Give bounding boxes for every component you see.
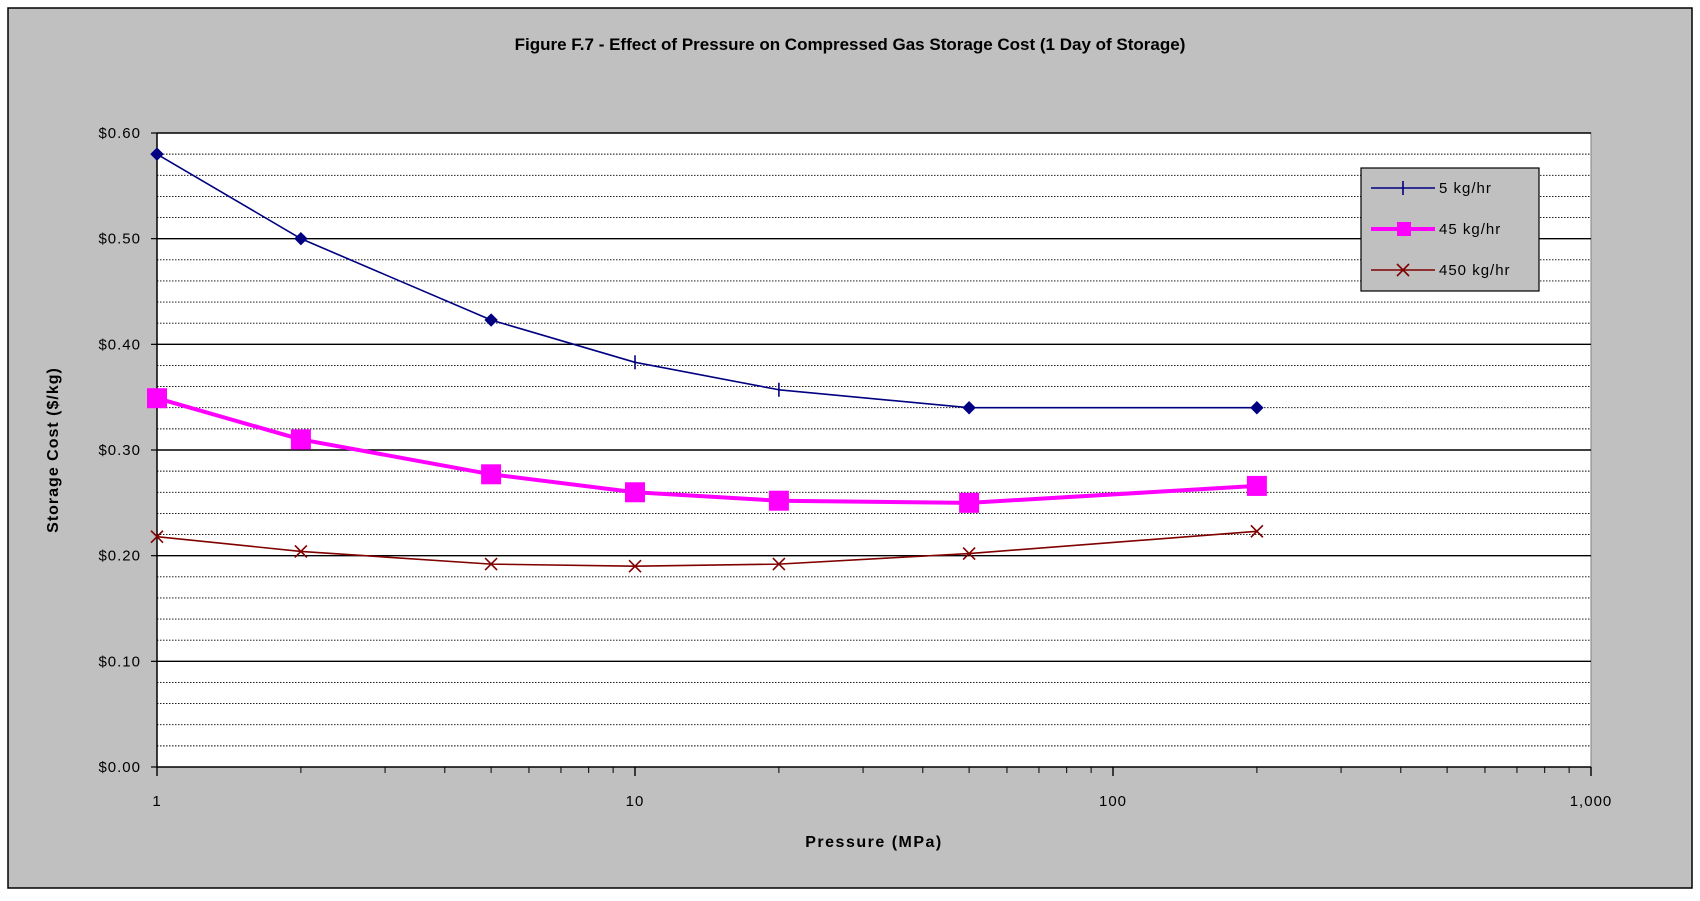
data-point	[962, 401, 976, 415]
legend: 5 kg/hr 45 kg/hr 450 kg/hr	[1360, 167, 1540, 292]
data-point	[484, 557, 498, 571]
data-point	[484, 313, 498, 327]
legend-label: 5 kg/hr	[1439, 180, 1492, 197]
x-tick-label: 1	[152, 793, 161, 810]
y-tick-label: $0.10	[98, 653, 141, 670]
y-tick-label: $0.30	[98, 442, 141, 459]
y-tick-label: $0.50	[98, 231, 141, 248]
legend-item: 450 kg/hr	[1371, 262, 1511, 279]
series-1	[150, 147, 1264, 415]
data-point	[150, 530, 164, 544]
y-tick-label: $0.20	[98, 548, 141, 565]
data-point	[294, 544, 308, 559]
legend-label: 45 kg/hr	[1439, 221, 1501, 238]
series-layer	[147, 147, 1267, 573]
y-tick-label: $0.60	[98, 125, 141, 142]
legend-item: 45 kg/hr	[1371, 221, 1501, 238]
data-point	[1246, 475, 1267, 496]
y-tick-label: $0.00	[98, 759, 141, 776]
data-point	[1250, 401, 1264, 415]
data-point	[1250, 524, 1264, 538]
data-point	[150, 147, 164, 161]
data-point	[962, 546, 976, 561]
data-point	[290, 429, 311, 450]
data-point	[959, 492, 980, 513]
y-tick-label: $0.40	[98, 336, 141, 353]
series-3	[150, 524, 1264, 573]
legend-entries: 5 kg/hr 45 kg/hr 450 kg/hr	[1371, 180, 1511, 279]
legend-marker	[1396, 263, 1410, 277]
data-point	[628, 559, 642, 573]
x-tick-label: 100	[1099, 793, 1127, 810]
data-point	[294, 231, 308, 246]
x-axis-title: Pressure (MPa)	[805, 834, 943, 851]
x-tick-label: 1,000	[1570, 793, 1613, 810]
data-point	[147, 388, 167, 409]
x-tick-label: 10	[626, 793, 645, 810]
legend-marker	[1397, 222, 1411, 236]
data-point	[772, 557, 786, 571]
grid-layer	[157, 132, 1591, 747]
chart-title: Figure F.7 - Effect of Pressure on Compr…	[515, 35, 1186, 54]
legend-label: 450 kg/hr	[1439, 262, 1511, 279]
data-point	[768, 490, 789, 511]
series-2	[147, 388, 1267, 513]
y-axis-title: Storage Cost ($/kg)	[45, 367, 62, 533]
legend-item: 5 kg/hr	[1371, 180, 1492, 197]
data-point	[625, 482, 645, 503]
axes-layer: $0.00 $0.10 $0.20 $0.30 $0.40 $0.50 $0.60 1 10 10…	[98, 125, 1613, 810]
data-point	[481, 464, 502, 485]
